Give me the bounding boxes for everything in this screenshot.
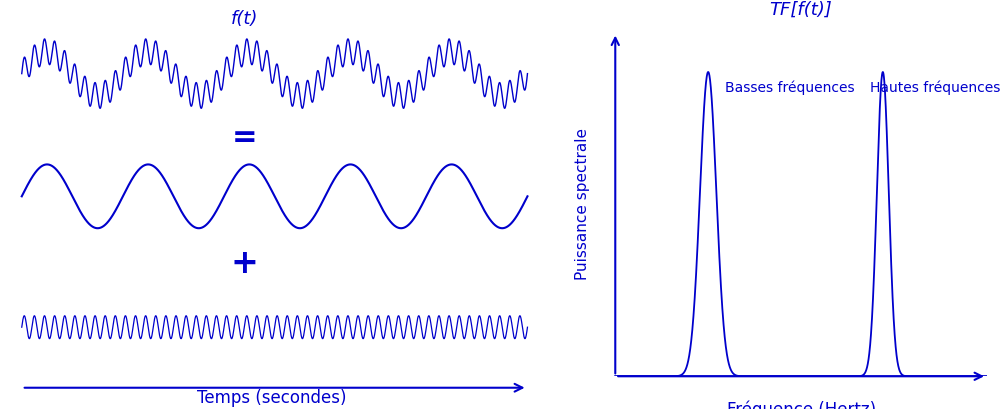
Text: Puissance spectrale: Puissance spectrale bbox=[575, 128, 590, 281]
Text: TF[f(t)]: TF[f(t)] bbox=[769, 1, 833, 19]
Text: Fréquence (Hertz): Fréquence (Hertz) bbox=[726, 400, 876, 409]
Text: +: + bbox=[231, 247, 259, 280]
Text: f(t): f(t) bbox=[231, 10, 259, 28]
Text: Hautes fréquences: Hautes fréquences bbox=[870, 81, 1001, 95]
Text: Temps (secondes): Temps (secondes) bbox=[197, 389, 346, 407]
Text: Basses fréquences: Basses fréquences bbox=[725, 81, 854, 95]
Text: =: = bbox=[232, 123, 258, 151]
